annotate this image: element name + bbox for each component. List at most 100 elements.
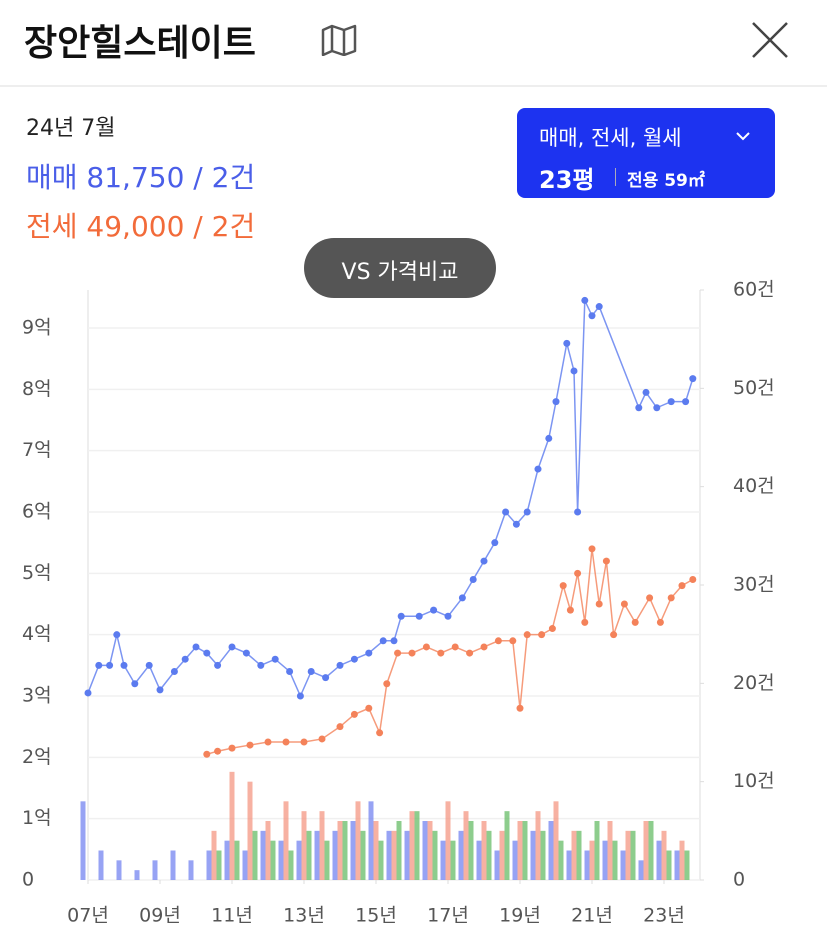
point [430,606,438,614]
point [156,686,164,694]
y2-tick-label: 40건 [733,475,775,497]
point [620,600,628,608]
point [113,631,121,639]
point [588,312,596,320]
point [548,625,556,633]
bar [499,830,505,880]
bar [576,830,582,880]
bar [674,850,680,880]
bar [450,840,456,880]
compare-button[interactable]: VS 가격비교 [304,238,496,298]
point [667,594,675,602]
bar [242,850,248,880]
bar [558,840,564,880]
x-tick-label: 13년 [283,905,325,927]
y-tick-label: 0 [22,869,34,891]
point [408,649,416,657]
point [610,631,618,639]
close-button[interactable] [750,20,790,60]
point [296,692,304,700]
point [534,465,542,473]
map-icon[interactable] [320,24,358,56]
point [181,655,189,663]
point [581,296,589,304]
bar [440,840,446,880]
point [365,649,373,657]
bar [188,860,194,880]
bar [445,801,451,880]
point [271,655,279,663]
bar [350,821,356,880]
point [512,520,520,528]
point [95,661,103,669]
point [437,649,445,657]
bar [296,840,302,880]
point [106,661,114,669]
title: 장안힐스테이트 [24,23,256,64]
y2-tick-label: 0 [733,869,745,891]
bar [522,821,528,880]
point [678,582,686,590]
bar [409,811,415,880]
point [394,649,402,657]
bar [134,870,140,880]
point [203,750,211,758]
point [214,747,222,755]
x-tick-label: 23년 [643,905,685,927]
y-tick-label: 4억 [22,623,52,645]
point [451,643,459,651]
bar [211,830,217,880]
line [87,300,694,698]
point [203,649,211,657]
point [444,612,452,620]
point [458,594,466,602]
point [646,594,654,602]
point [390,637,398,645]
bar [620,850,626,880]
point [257,661,265,669]
y2-tick-label: 30건 [733,574,775,596]
x-tick-label: 11년 [211,905,253,927]
filter-button[interactable]: 매매, 전세, 월세 23평 전용 59㎡ [517,108,775,198]
point [192,643,200,651]
bar [206,850,212,880]
bar [265,821,271,880]
point [545,434,553,442]
point [516,704,524,712]
filter-area: 전용 59㎡ [627,171,705,191]
bar [476,840,482,880]
point [682,398,690,406]
point [228,744,236,752]
bar [368,801,374,880]
point [574,569,582,577]
bar [607,821,613,880]
bar [553,801,559,880]
bar [386,830,392,880]
point [574,508,582,516]
point [228,643,236,651]
divider [0,85,827,87]
bar [337,821,343,880]
bar [278,840,284,880]
point [120,661,128,669]
bar [216,850,222,880]
point [242,649,250,657]
bar [247,781,253,880]
y2-tick-label: 60건 [733,279,775,301]
point [350,710,358,718]
y2-tick-label: 50건 [733,377,775,399]
bar [602,840,608,880]
bar [481,821,487,880]
y-tick-label: 1억 [22,807,52,829]
bar [260,830,266,880]
bar [530,830,536,880]
point [282,738,290,746]
chevron [736,132,750,141]
point [581,618,589,626]
y-tick-label: 5억 [22,562,52,584]
bar [630,830,636,880]
bar [342,821,348,880]
bar [648,821,654,880]
bar [571,830,577,880]
bar [638,860,644,880]
